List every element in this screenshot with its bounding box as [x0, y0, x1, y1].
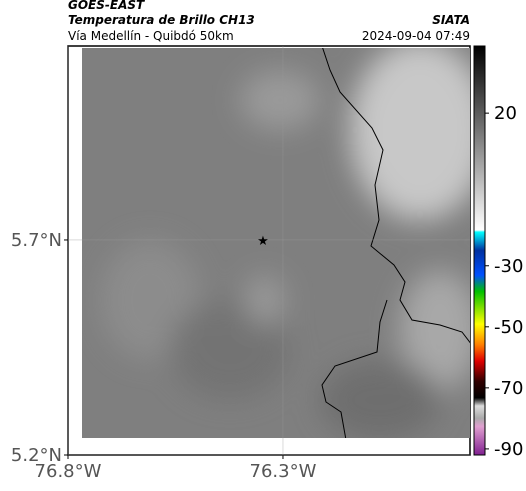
timestamp: 2024-09-04 07:49 — [362, 29, 470, 43]
y-tick-label: 5.7°N — [11, 230, 62, 251]
y-tick-label: 5.2°N — [11, 445, 62, 466]
colorbar-tick-label: 20 — [494, 103, 517, 124]
colorbar-tick-label: -90 — [494, 439, 523, 460]
subtitle: Temperatura de Brillo CH13 — [68, 13, 255, 27]
satellite-image — [82, 48, 470, 438]
x-tick-label: 76.3°W — [250, 461, 317, 482]
x-tick-label: 76.8°W — [35, 461, 102, 482]
colorbar-tick-label: -50 — [494, 317, 523, 338]
title: GOES-EAST — [68, 0, 145, 12]
colorbar-tick-label: -70 — [494, 378, 523, 399]
colorbar — [473, 45, 486, 456]
source: SIATA — [432, 13, 470, 27]
colorbar-tick-label: -30 — [494, 256, 523, 277]
location-star: ★ — [257, 234, 269, 249]
route: Vía Medellín - Quibdó 50km — [68, 29, 234, 43]
